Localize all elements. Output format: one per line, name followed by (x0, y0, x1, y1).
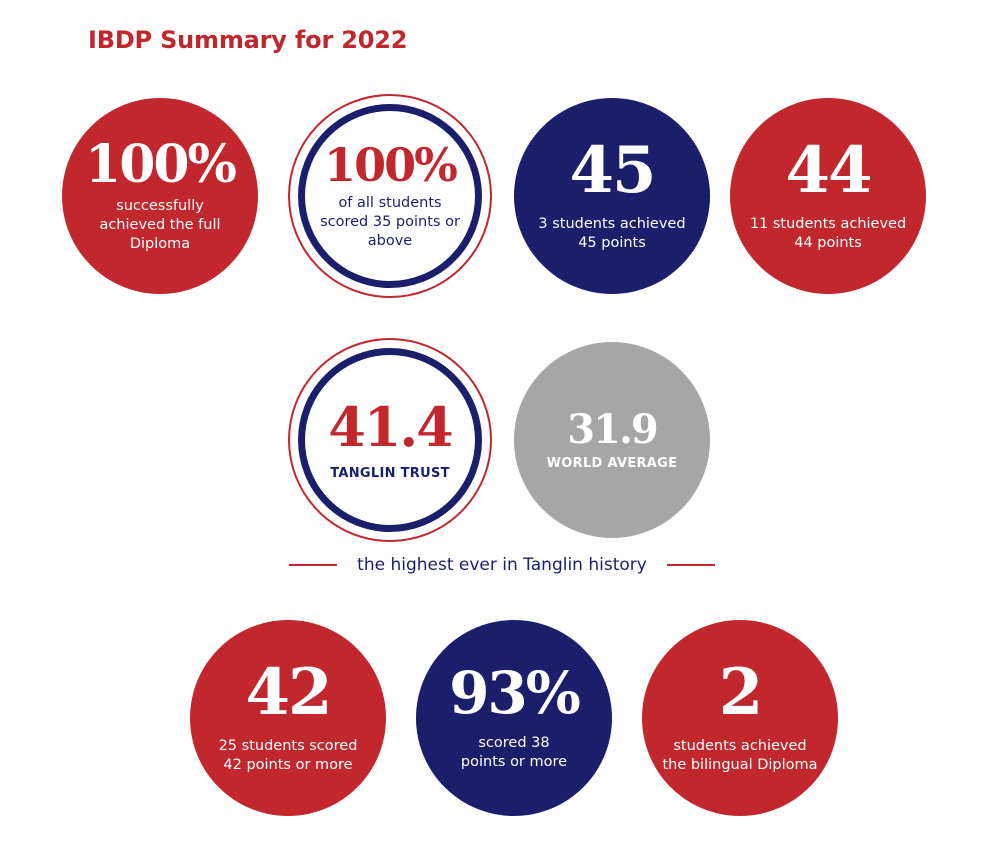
stat-label: TANGLIN TRUST (330, 465, 450, 481)
stat-description: 3 students achieved 45 points (538, 216, 686, 251)
page-title: IBDP Summary for 2022 (88, 26, 408, 54)
stat-value: 42 (245, 655, 332, 730)
stat-label: WORLD AVERAGE (546, 455, 678, 471)
stat-42-points: 42 25 students scored 42 points or more (190, 620, 386, 816)
stat-45-points: 45 3 students achieved 45 points (514, 98, 710, 294)
stat-description: successfully achieved the full Diploma (99, 197, 221, 252)
tagline: the highest ever in Tanglin history (0, 555, 1004, 575)
stat-value: 45 (569, 133, 656, 208)
stat-world-average: 31.9 WORLD AVERAGE (514, 342, 710, 538)
divider-right (666, 564, 715, 566)
stat-tanglin-average: 41.4 TANGLIN TRUST (288, 338, 492, 542)
stat-value: 31.9 (567, 405, 658, 453)
stat-description: 25 students scored 42 points or more (218, 738, 358, 773)
stat-bilingual-diploma: 2 students achieved the bilingual Diplom… (642, 620, 838, 816)
stat-full-diploma: 100% successfully achieved the full Dipl… (62, 98, 258, 294)
stat-value: 41.4 (328, 394, 454, 459)
tagline-text: the highest ever in Tanglin history (357, 555, 647, 575)
stat-value: 100% (85, 133, 237, 195)
stat-value: 100% (324, 137, 458, 192)
stat-description: students achieved the bilingual Diploma (662, 738, 818, 773)
stat-description: of all students scored 35 points or abov… (320, 194, 460, 249)
stat-description: 11 students achieved 44 points (749, 216, 907, 251)
stat-44-points: 44 11 students achieved 44 points (730, 98, 926, 294)
stat-value: 93% (449, 659, 581, 727)
stat-description: scored 38 points or more (460, 735, 568, 770)
stat-38-points: 93% scored 38 points or more (416, 620, 612, 816)
stat-35-points: 100% of all students scored 35 points or… (288, 94, 492, 298)
stat-value: 44 (785, 133, 872, 208)
divider-left (289, 564, 338, 566)
stat-value: 2 (718, 655, 764, 730)
